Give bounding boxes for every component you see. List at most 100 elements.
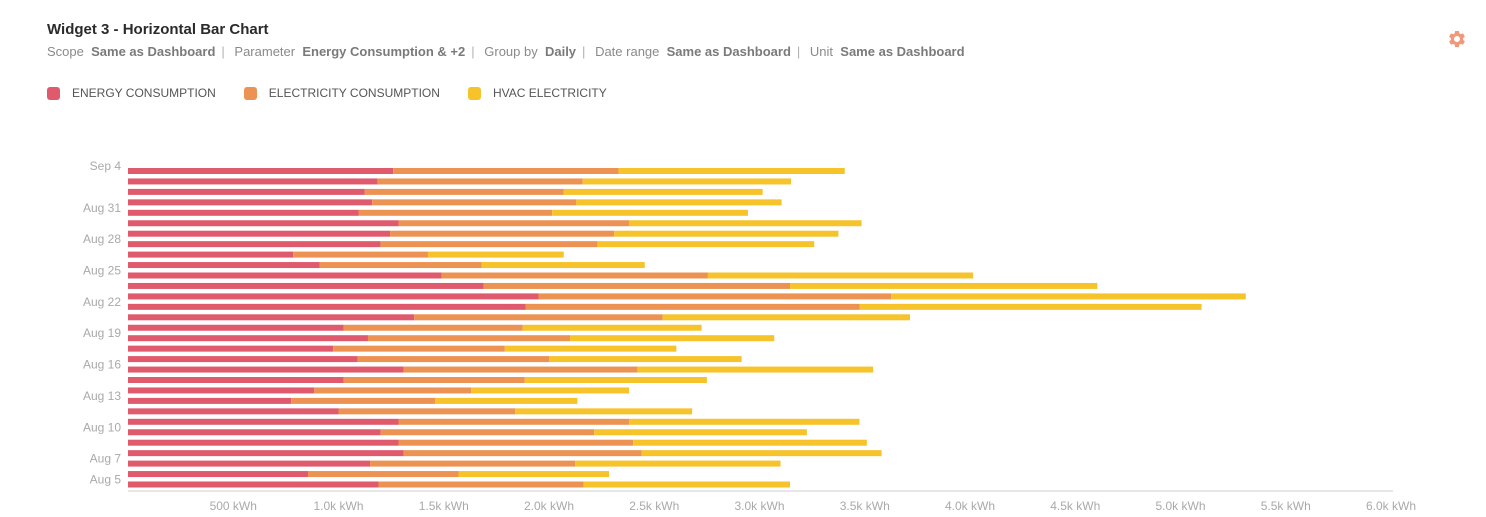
bar-segment[interactable] xyxy=(128,387,315,394)
bar-segment[interactable] xyxy=(128,366,404,373)
bar-segment[interactable] xyxy=(522,324,702,331)
bar-segment[interactable] xyxy=(549,356,742,363)
bar-segment[interactable] xyxy=(128,199,373,206)
bar-segment[interactable] xyxy=(790,282,1098,289)
bar-segment[interactable] xyxy=(128,450,404,457)
bar-segment[interactable] xyxy=(372,199,577,206)
bar-segment[interactable] xyxy=(307,471,459,478)
bar-segment[interactable] xyxy=(398,418,629,425)
bar-segment[interactable] xyxy=(128,418,399,425)
legend-item-electricity[interactable]: ELECTRICITY CONSUMPTION xyxy=(243,86,440,100)
bar-segment[interactable] xyxy=(403,366,638,373)
bar-segment[interactable] xyxy=(458,471,609,478)
bar-segment[interactable] xyxy=(128,168,394,174)
bar-segment[interactable] xyxy=(128,324,344,331)
bar-segment[interactable] xyxy=(483,282,791,289)
bar-segment[interactable] xyxy=(393,168,619,174)
bar-segment[interactable] xyxy=(128,241,381,248)
bar-segment[interactable] xyxy=(859,303,1202,310)
bar-segment[interactable] xyxy=(398,439,634,446)
bar-segment[interactable] xyxy=(515,408,693,415)
bar-segment[interactable] xyxy=(524,377,707,383)
bar-segment[interactable] xyxy=(128,282,484,289)
bar-segment[interactable] xyxy=(128,377,344,383)
bar-segment[interactable] xyxy=(319,262,482,269)
bar-segment[interactable] xyxy=(128,471,308,478)
bar-segment[interactable] xyxy=(128,251,294,258)
bar-segment[interactable] xyxy=(552,209,748,216)
bar-segment[interactable] xyxy=(377,178,583,185)
bar-segment[interactable] xyxy=(637,366,874,373)
legend-label: ELECTRICITY CONSUMPTION xyxy=(268,86,440,100)
bar-segment[interactable] xyxy=(628,418,860,425)
bar-segment[interactable] xyxy=(538,293,892,300)
bar-segment[interactable] xyxy=(357,356,549,363)
bar-segment[interactable] xyxy=(378,481,584,488)
bar-segment[interactable] xyxy=(314,387,472,394)
bar-segment[interactable] xyxy=(563,188,763,195)
bar-segment[interactable] xyxy=(128,303,526,310)
bar-segment[interactable] xyxy=(128,356,358,363)
bar-segment[interactable] xyxy=(333,345,505,352)
bar-segment[interactable] xyxy=(481,262,645,269)
legend-item-hvac[interactable]: HVAC ELECTRICITY xyxy=(467,86,607,100)
legend-item-energy[interactable]: ENERGY CONSUMPTION xyxy=(47,86,216,100)
bar-segment[interactable] xyxy=(128,293,539,300)
bar-segment[interactable] xyxy=(891,293,1246,300)
bar-segment[interactable] xyxy=(128,345,334,352)
bar-segment[interactable] xyxy=(662,314,911,321)
bar-segment[interactable] xyxy=(128,335,368,342)
bar-segment[interactable] xyxy=(525,303,860,310)
bar-segment[interactable] xyxy=(633,439,867,446)
bar-segment[interactable] xyxy=(594,429,807,436)
bar-segment[interactable] xyxy=(576,199,782,206)
bar-segment[interactable] xyxy=(293,251,428,258)
gear-icon[interactable] xyxy=(1447,29,1467,49)
bar-segment[interactable] xyxy=(128,429,381,436)
bar-segment[interactable] xyxy=(128,262,320,269)
bar-segment[interactable] xyxy=(128,439,399,446)
bar-segment[interactable] xyxy=(128,481,379,488)
bar-segment[interactable] xyxy=(628,220,862,227)
bar-segment[interactable] xyxy=(128,220,399,227)
bar-segment[interactable] xyxy=(427,251,564,258)
bar-segment[interactable] xyxy=(435,397,578,404)
y-tick-label: Aug 16 xyxy=(83,358,121,372)
bar-segment[interactable] xyxy=(343,377,525,383)
bar-segment[interactable] xyxy=(504,345,677,352)
bar-segment[interactable] xyxy=(128,314,415,321)
bar-segment[interactable] xyxy=(582,178,792,185)
bar-segment[interactable] xyxy=(597,241,815,248)
y-tick-label: Aug 31 xyxy=(83,201,121,215)
bar-segment[interactable] xyxy=(390,230,615,237)
bar-segment[interactable] xyxy=(291,397,436,404)
bar-segment[interactable] xyxy=(128,397,292,404)
bar-segment[interactable] xyxy=(128,460,371,467)
bar-segment[interactable] xyxy=(380,429,595,436)
bar-segment[interactable] xyxy=(358,209,553,216)
bar-segment[interactable] xyxy=(575,460,781,467)
bar-segment[interactable] xyxy=(343,324,523,331)
bar-segment[interactable] xyxy=(614,230,839,237)
bar-segment[interactable] xyxy=(618,168,845,174)
bar-segment[interactable] xyxy=(338,408,516,415)
bar-segment[interactable] xyxy=(128,178,378,185)
bar-segment[interactable] xyxy=(128,230,391,237)
bar-segment[interactable] xyxy=(367,335,571,342)
bar-segment[interactable] xyxy=(128,188,365,195)
bar-segment[interactable] xyxy=(364,188,564,195)
bar-segment[interactable] xyxy=(707,272,974,279)
bar-segment[interactable] xyxy=(128,209,359,216)
bar-segment[interactable] xyxy=(370,460,576,467)
bar-segment[interactable] xyxy=(398,220,629,227)
bar-segment[interactable] xyxy=(641,450,882,457)
bar-segment[interactable] xyxy=(414,314,663,321)
bar-segment[interactable] xyxy=(128,272,442,279)
bar-segment[interactable] xyxy=(471,387,629,394)
bar-segment[interactable] xyxy=(403,450,642,457)
bar-segment[interactable] xyxy=(380,241,598,248)
bar-segment[interactable] xyxy=(570,335,775,342)
bar-segment[interactable] xyxy=(583,481,791,488)
bar-segment[interactable] xyxy=(441,272,708,279)
bar-segment[interactable] xyxy=(128,408,339,415)
